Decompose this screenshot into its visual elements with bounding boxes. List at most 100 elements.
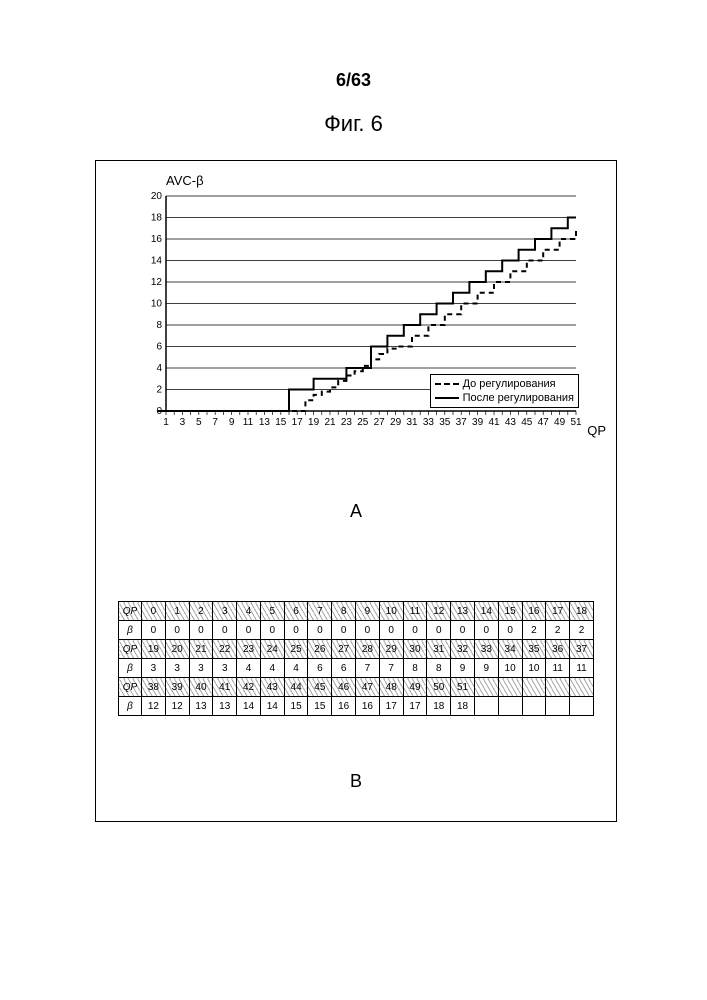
svg-text:14: 14: [151, 256, 163, 267]
table-cell: 0: [451, 621, 475, 640]
svg-text:5: 5: [196, 417, 202, 428]
table-cell: 49: [403, 678, 427, 697]
table-cell: 27: [332, 640, 356, 659]
svg-text:43: 43: [505, 417, 517, 428]
table-cell: 47: [356, 678, 380, 697]
table-cell: 19: [142, 640, 166, 659]
table-cell: [474, 678, 498, 697]
table-cell: 43: [260, 678, 284, 697]
table-cell: 0: [189, 621, 213, 640]
table-cell: 20: [165, 640, 189, 659]
table-cell: 11: [546, 659, 570, 678]
table-cell: 48: [379, 678, 403, 697]
table-cell: 16: [356, 697, 380, 716]
table-cell: 3: [165, 659, 189, 678]
table-cell: 37: [570, 640, 594, 659]
table-cell: [570, 697, 594, 716]
table-cell: 21: [189, 640, 213, 659]
table-cell: 18: [427, 697, 451, 716]
panel-b-label: B: [96, 771, 616, 792]
table-cell: 7: [308, 602, 332, 621]
table-cell: 4: [237, 659, 261, 678]
svg-text:25: 25: [357, 417, 369, 428]
svg-text:7: 7: [212, 417, 218, 428]
table-cell: 9: [451, 659, 475, 678]
table-cell: [522, 697, 546, 716]
svg-text:17: 17: [292, 417, 304, 428]
chart-legend: До регулирования После регулирования: [430, 374, 579, 408]
table-cell: [546, 678, 570, 697]
svg-text:45: 45: [521, 417, 533, 428]
table-cell: 28: [356, 640, 380, 659]
table-row-header-beta: β: [119, 697, 142, 716]
table-cell: 0: [213, 621, 237, 640]
table-cell: 12: [427, 602, 451, 621]
svg-text:19: 19: [308, 417, 320, 428]
svg-text:37: 37: [456, 417, 468, 428]
table-cell: 0: [403, 621, 427, 640]
table-cell: 0: [474, 621, 498, 640]
table-cell: 31: [427, 640, 451, 659]
x-axis-title: QP: [587, 423, 606, 438]
table-row-header-qp: QP: [119, 602, 142, 621]
table-cell: 3: [142, 659, 166, 678]
legend-item: До регулирования: [435, 377, 574, 391]
table-cell: 2: [570, 621, 594, 640]
svg-text:8: 8: [156, 320, 162, 331]
table-cell: 0: [260, 621, 284, 640]
table-cell: 18: [451, 697, 475, 716]
table-cell: 9: [356, 602, 380, 621]
svg-text:13: 13: [259, 417, 271, 428]
table-cell: 10: [379, 602, 403, 621]
table-cell: 32: [451, 640, 475, 659]
table-cell: 0: [284, 621, 308, 640]
table-cell: 8: [403, 659, 427, 678]
svg-text:18: 18: [151, 213, 163, 224]
svg-text:12: 12: [151, 277, 163, 288]
table-cell: 22: [213, 640, 237, 659]
table-cell: 0: [165, 621, 189, 640]
table-cell: 7: [379, 659, 403, 678]
svg-text:16: 16: [151, 234, 163, 245]
table-cell: 15: [284, 697, 308, 716]
table-cell: 2: [189, 602, 213, 621]
svg-text:31: 31: [406, 417, 418, 428]
table-cell: 10: [498, 659, 522, 678]
table-cell: 8: [332, 602, 356, 621]
table-cell: [546, 697, 570, 716]
table-cell: 36: [546, 640, 570, 659]
svg-text:2: 2: [156, 385, 162, 396]
table-cell: 46: [332, 678, 356, 697]
table-cell: 2: [546, 621, 570, 640]
table-cell: 0: [498, 621, 522, 640]
svg-text:3: 3: [180, 417, 186, 428]
table-cell: 0: [237, 621, 261, 640]
table-cell: 13: [451, 602, 475, 621]
table-cell: 38: [142, 678, 166, 697]
table-cell: 12: [142, 697, 166, 716]
panel-a-label: A: [96, 501, 616, 522]
table-cell: 14: [260, 697, 284, 716]
svg-text:4: 4: [156, 363, 162, 374]
table-cell: 30: [403, 640, 427, 659]
table-cell: 3: [189, 659, 213, 678]
table-cell: 0: [142, 602, 166, 621]
table-cell: 5: [260, 602, 284, 621]
table-cell: [522, 678, 546, 697]
table-cell: 4: [284, 659, 308, 678]
table-cell: 51: [451, 678, 475, 697]
table-cell: 0: [308, 621, 332, 640]
table-cell: 4: [260, 659, 284, 678]
table-row-header-beta: β: [119, 659, 142, 678]
table-row-header-qp: QP: [119, 678, 142, 697]
svg-text:33: 33: [423, 417, 435, 428]
table-cell: 17: [379, 697, 403, 716]
svg-text:41: 41: [488, 417, 500, 428]
beta-table: QP0123456789101112131415161718β000000000…: [118, 601, 594, 716]
table-cell: 10: [522, 659, 546, 678]
svg-text:15: 15: [275, 417, 287, 428]
svg-text:11: 11: [243, 417, 254, 428]
table-cell: 1: [165, 602, 189, 621]
svg-text:49: 49: [554, 417, 566, 428]
svg-text:39: 39: [472, 417, 484, 428]
